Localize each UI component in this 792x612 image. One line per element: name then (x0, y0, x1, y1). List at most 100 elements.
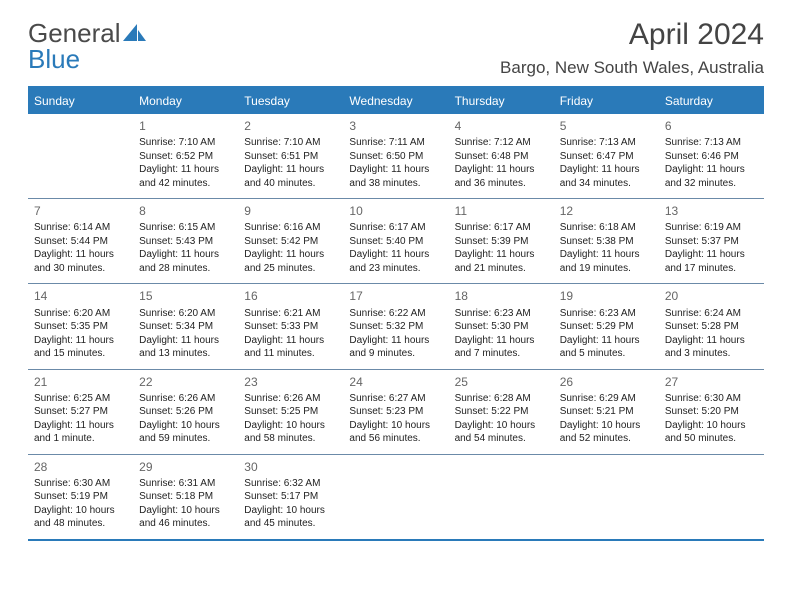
calendar-day-cell: 29 Sunrise: 6:31 AMSunset: 5:18 PMDayligh… (133, 455, 238, 539)
daylight-line: Daylight: 10 hours and 52 minutes. (560, 419, 653, 446)
sunset-line: Sunset: 5:18 PM (139, 490, 232, 504)
sunrise-line: Sunrise: 7:11 AM (349, 136, 442, 150)
calendar-header-cell: Sunday (28, 88, 133, 114)
calendar-day-cell: 8Sunrise: 6:15 AMSunset: 5:43 PMDaylight… (133, 199, 238, 283)
sunset-line: Sunset: 5:35 PM (34, 320, 127, 334)
day-number: 13 (665, 203, 758, 219)
calendar-day-cell (28, 114, 133, 198)
daylight-line: Daylight: 11 hours and 21 minutes. (455, 248, 548, 275)
day-number: 7 (34, 203, 127, 219)
sunrise-line: Sunrise: 6:20 AM (139, 307, 232, 321)
calendar-header-cell: Thursday (449, 88, 554, 114)
sunrise-line: Sunrise: 6:23 AM (560, 307, 653, 321)
day-number: 24 (349, 374, 442, 390)
day-number: 30 (244, 459, 337, 475)
day-number: 16 (244, 288, 337, 304)
calendar-day-cell: 9Sunrise: 6:16 AMSunset: 5:42 PMDaylight… (238, 199, 343, 283)
sunrise-line: Sunrise: 7:13 AM (665, 136, 758, 150)
calendar-day-cell: 2Sunrise: 7:10 AMSunset: 6:51 PMDaylight… (238, 114, 343, 198)
sunset-line: Sunset: 5:34 PM (139, 320, 232, 334)
calendar-day-cell: 21Sunrise: 6:25 AMSunset: 5:27 PMDayligh… (28, 370, 133, 454)
day-number: 5 (560, 118, 653, 134)
sunrise-line: Sunrise: 6:31 AM (139, 477, 232, 491)
calendar-week-row: 14Sunrise: 6:20 AMSunset: 5:35 PMDayligh… (28, 284, 764, 369)
sunset-line: Sunset: 5:32 PM (349, 320, 442, 334)
calendar-header-row: SundayMondayTuesdayWednesdayThursdayFrid… (28, 88, 764, 114)
sunset-line: Sunset: 5:22 PM (455, 405, 548, 419)
daylight-line: Daylight: 10 hours and 50 minutes. (665, 419, 758, 446)
calendar-day-cell: 14Sunrise: 6:20 AMSunset: 5:35 PMDayligh… (28, 284, 133, 368)
calendar-day-cell: 22Sunrise: 6:26 AMSunset: 5:26 PMDayligh… (133, 370, 238, 454)
sunset-line: Sunset: 5:37 PM (665, 235, 758, 249)
day-number: 8 (139, 203, 232, 219)
sunrise-line: Sunrise: 6:26 AM (244, 392, 337, 406)
sunset-line: Sunset: 5:43 PM (139, 235, 232, 249)
calendar-day-cell: 11Sunrise: 6:17 AMSunset: 5:39 PMDayligh… (449, 199, 554, 283)
calendar-day-cell: 6Sunrise: 7:13 AMSunset: 6:46 PMDaylight… (659, 114, 764, 198)
day-number: 29 (139, 459, 232, 475)
sunrise-line: Sunrise: 6:30 AM (34, 477, 127, 491)
daylight-line: Daylight: 11 hours and 34 minutes. (560, 163, 653, 190)
calendar-day-cell: 12Sunrise: 6:18 AMSunset: 5:38 PMDayligh… (554, 199, 659, 283)
day-number: 27 (665, 374, 758, 390)
daylight-line: Daylight: 11 hours and 25 minutes. (244, 248, 337, 275)
sunset-line: Sunset: 5:33 PM (244, 320, 337, 334)
day-number: 11 (455, 203, 548, 219)
calendar-week-row: 1 Sunrise: 7:10 AM Sunset: 6:52 PM Daylight… (28, 114, 764, 199)
day-number: 14 (34, 288, 127, 304)
location-subtitle: Bargo, New South Wales, Australia (500, 58, 764, 78)
day-number: 21 (34, 374, 127, 390)
calendar-day-cell: 16Sunrise: 6:21 AMSunset: 5:33 PMDayligh… (238, 284, 343, 368)
calendar-day-cell: 4Sunrise: 7:12 AMSunset: 6:48 PMDaylight… (449, 114, 554, 198)
calendar-day-cell: 19Sunrise: 6:23 AMSunset: 5:29 PMDayligh… (554, 284, 659, 368)
sunset-line: Sunset: 6:48 PM (455, 150, 548, 164)
sunrise-line: Sunrise: 7:13 AM (560, 136, 653, 150)
daylight-line: Daylight: 11 hours and 13 minutes. (139, 334, 232, 361)
day-number: 26 (560, 374, 653, 390)
day-number: 1 (139, 118, 232, 134)
calendar-day-cell: 23Sunrise: 6:26 AMSunset: 5:25 PMDayligh… (238, 370, 343, 454)
sunrise-line: Sunrise: 6:25 AM (34, 392, 127, 406)
day-number: 28 (34, 459, 127, 475)
day-number: 6 (665, 118, 758, 134)
calendar-day-cell: 13Sunrise: 6:19 AMSunset: 5:37 PMDayligh… (659, 199, 764, 283)
daylight-line: Daylight: 11 hours and 30 minutes. (34, 248, 127, 275)
sunset-line: Sunset: 6:51 PM (244, 150, 337, 164)
calendar-day-cell: 28Sunrise: 6:30 AMSunset: 5:19 PMDayligh… (28, 455, 133, 539)
sunrise-line: Sunrise: 6:23 AM (455, 307, 548, 321)
calendar-header-cell: Saturday (659, 88, 764, 114)
calendar-day-cell: 5Sunrise: 7:13 AMSunset: 6:47 PMDaylight… (554, 114, 659, 198)
daylight-line: Daylight: 10 hours and 48 minutes. (34, 504, 127, 531)
sunset-line: Sunset: 5:20 PM (665, 405, 758, 419)
sunset-line: Sunset: 5:29 PM (560, 320, 653, 334)
calendar-header-cell: Monday (133, 88, 238, 114)
sunrise-line: Sunrise: 7:10 AM (244, 136, 337, 150)
sunset-line: Sunset: 6:52 PM (139, 150, 232, 164)
sunrise-line: Sunrise: 6:32 AM (244, 477, 337, 491)
daylight-line: Daylight: 11 hours and 23 minutes. (349, 248, 442, 275)
sunset-line: Sunset: 5:38 PM (560, 235, 653, 249)
sunrise-line: Sunrise: 6:18 AM (560, 221, 653, 235)
day-number: 22 (139, 374, 232, 390)
daylight-line: Daylight: 11 hours and 28 minutes. (139, 248, 232, 275)
sunset-line: Sunset: 5:21 PM (560, 405, 653, 419)
daylight-line: Daylight: 10 hours and 46 minutes. (139, 504, 232, 531)
day-number: 18 (455, 288, 548, 304)
calendar-day-cell: 18Sunrise: 6:23 AMSunset: 5:30 PMDayligh… (449, 284, 554, 368)
calendar-day-cell: 10Sunrise: 6:17 AMSunset: 5:40 PMDayligh… (343, 199, 448, 283)
calendar-day-cell: 7Sunrise: 6:14 AMSunset: 5:44 PMDaylight… (28, 199, 133, 283)
daylight-line: Daylight: 11 hours and 1 minute. (34, 419, 127, 446)
calendar-day-cell (449, 455, 554, 539)
logo: General Blue (28, 18, 147, 70)
sunrise-line: Sunrise: 6:27 AM (349, 392, 442, 406)
daylight-line: Daylight: 11 hours and 9 minutes. (349, 334, 442, 361)
calendar-day-cell: 1Sunrise: 7:10 AMSunset: 6:52 PMDaylight… (133, 114, 238, 198)
daylight-line: Daylight: 11 hours and 5 minutes. (560, 334, 653, 361)
daylight-line: Daylight: 10 hours and 45 minutes. (244, 504, 337, 531)
calendar-week-row: 21Sunrise: 6:25 AMSunset: 5:27 PMDayligh… (28, 370, 764, 455)
sunrise-line: Sunrise: 6:14 AM (34, 221, 127, 235)
day-number: 3 (349, 118, 442, 134)
calendar-day-cell: 17Sunrise: 6:22 AMSunset: 5:32 PMDayligh… (343, 284, 448, 368)
calendar-day-cell (554, 455, 659, 539)
sunrise-line: Sunrise: 6:20 AM (34, 307, 127, 321)
